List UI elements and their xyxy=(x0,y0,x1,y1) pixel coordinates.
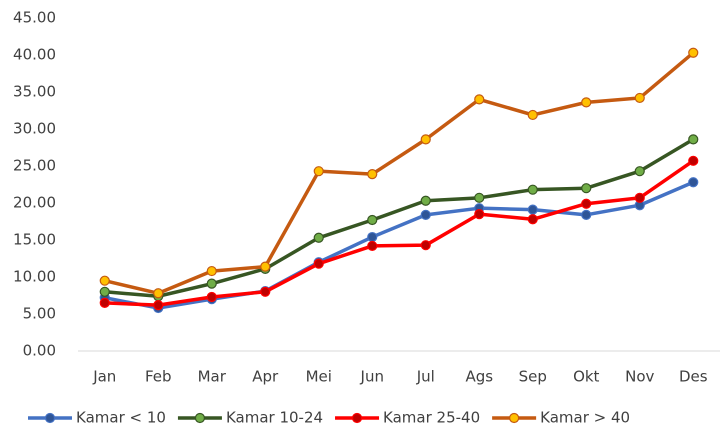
y-tick-label: 20.00 xyxy=(13,194,56,212)
y-tick-label: 15.00 xyxy=(13,231,56,249)
y-tick-label: 30.00 xyxy=(13,120,56,138)
point xyxy=(581,183,592,194)
x-tick-label: Feb xyxy=(145,368,172,386)
point xyxy=(313,232,324,243)
y-tick-label: 35.00 xyxy=(13,83,56,101)
point xyxy=(420,134,431,145)
legend-marker xyxy=(44,412,56,424)
x-tick-label: Jun xyxy=(360,368,384,386)
point xyxy=(260,261,271,272)
legend-marker xyxy=(194,412,206,424)
point xyxy=(367,169,378,180)
y-tick-label: 45.00 xyxy=(13,9,56,27)
point xyxy=(206,291,217,303)
point xyxy=(527,214,538,225)
series-line xyxy=(104,51,695,296)
x-tick-label: Mar xyxy=(198,368,227,386)
legend-label: Kamar > 40 xyxy=(540,409,630,427)
point xyxy=(527,204,538,215)
point xyxy=(581,97,592,108)
point xyxy=(527,184,538,195)
x-tick-label: Sep xyxy=(519,368,547,386)
point xyxy=(420,209,431,220)
point xyxy=(420,240,431,251)
x-tick-label: Ags xyxy=(465,368,493,386)
legend-marker xyxy=(351,412,363,424)
x-tick-label: Mei xyxy=(306,368,332,386)
legend-marker xyxy=(509,412,520,424)
x-tick-label: Jan xyxy=(92,368,116,386)
point xyxy=(634,166,645,177)
point xyxy=(688,177,699,188)
point xyxy=(581,198,592,209)
y-tick-label: 25.00 xyxy=(13,157,56,175)
y-tick-label: 5.00 xyxy=(23,305,56,323)
point xyxy=(367,240,378,252)
x-tick-label: Jul xyxy=(416,368,435,386)
point xyxy=(474,192,485,203)
legend-label: Kamar 25-40 xyxy=(383,409,480,427)
point xyxy=(206,265,217,277)
x-tick-label: Apr xyxy=(252,368,279,386)
point xyxy=(206,278,217,289)
point xyxy=(474,209,485,220)
point xyxy=(313,258,324,269)
point xyxy=(153,288,164,299)
point xyxy=(527,109,538,121)
y-tick-label: 40.00 xyxy=(13,46,56,64)
x-tick-label: Des xyxy=(679,368,708,386)
point xyxy=(260,286,271,297)
legend-label: Kamar < 10 xyxy=(76,409,166,427)
point xyxy=(99,286,110,297)
y-tick-label: 10.00 xyxy=(13,268,56,286)
point xyxy=(634,192,645,203)
x-tick-label: Nov xyxy=(625,368,654,386)
series-line xyxy=(104,180,694,310)
series-line xyxy=(104,159,695,307)
point xyxy=(581,209,592,220)
series-line xyxy=(104,137,695,298)
point xyxy=(688,155,699,166)
point xyxy=(420,195,431,206)
point xyxy=(99,275,110,286)
point xyxy=(367,231,378,243)
point xyxy=(99,297,110,308)
legend-label: Kamar 10-24 xyxy=(226,409,323,427)
point xyxy=(688,134,699,145)
point xyxy=(474,94,485,105)
point xyxy=(634,92,645,104)
point xyxy=(153,300,164,311)
point xyxy=(688,47,699,58)
point xyxy=(313,166,324,177)
point xyxy=(367,214,378,226)
x-tick-label: Okt xyxy=(573,368,599,386)
y-tick-label: 0.00 xyxy=(23,342,56,360)
